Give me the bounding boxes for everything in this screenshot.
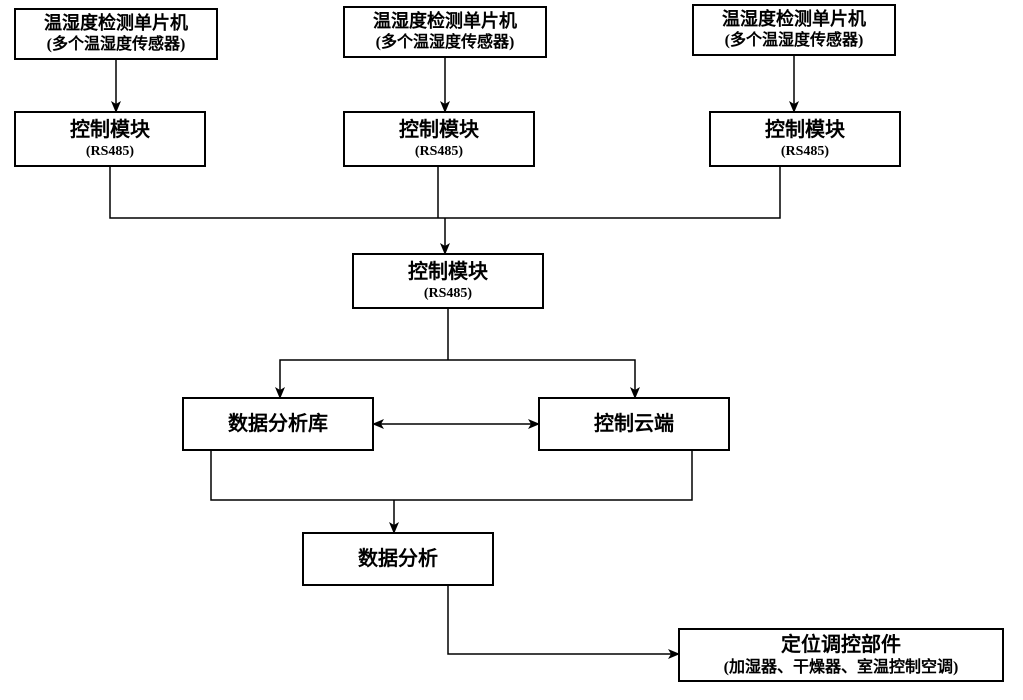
edges-layer: [0, 0, 1023, 700]
node-sensor1: 温湿度检测单片机(多个温湿度传感器): [14, 8, 218, 60]
node-title: 数据分析库: [228, 411, 328, 437]
node-ctrl2: 控制模块(RS485): [343, 111, 535, 167]
node-subtitle: (加湿器、干燥器、室温控制空调): [724, 658, 959, 679]
node-title: 定位调控部件: [781, 632, 901, 658]
edge-12: [394, 451, 692, 500]
edge-11: [211, 451, 394, 500]
node-subtitle: (RS485): [424, 285, 472, 303]
edge-9: [448, 360, 635, 397]
node-title: 控制模块: [399, 117, 479, 143]
node-title: 温湿度检测单片机: [44, 12, 188, 35]
node-subtitle: (多个温湿度传感器): [47, 35, 186, 56]
node-title: 温湿度检测单片机: [722, 8, 866, 31]
node-subtitle: (RS485): [781, 143, 829, 161]
node-ctrlMid: 控制模块(RS485): [352, 253, 544, 309]
node-title: 控制模块: [408, 259, 488, 285]
node-dataLib: 数据分析库: [182, 397, 374, 451]
node-ctrl1: 控制模块(RS485): [14, 111, 206, 167]
node-subtitle: (多个温湿度传感器): [376, 33, 515, 54]
node-subtitle: (RS485): [86, 143, 134, 161]
node-title: 数据分析: [358, 546, 438, 572]
node-analyze: 数据分析: [302, 532, 494, 586]
edge-8: [280, 360, 448, 397]
node-subtitle: (RS485): [415, 143, 463, 161]
node-ctrl3: 控制模块(RS485): [709, 111, 901, 167]
edge-4: [445, 167, 780, 218]
node-title: 温湿度检测单片机: [373, 10, 517, 33]
node-title: 控制模块: [70, 117, 150, 143]
node-device: 定位调控部件(加湿器、干燥器、室温控制空调): [678, 628, 1004, 682]
node-cloud: 控制云端: [538, 397, 730, 451]
node-title: 控制模块: [765, 117, 845, 143]
edge-3: [110, 167, 445, 218]
node-subtitle: (多个温湿度传感器): [725, 31, 864, 52]
node-sensor2: 温湿度检测单片机(多个温湿度传感器): [343, 6, 547, 58]
edge-14: [448, 586, 678, 654]
node-title: 控制云端: [594, 411, 674, 437]
flowchart-canvas: 温湿度检测单片机(多个温湿度传感器)温湿度检测单片机(多个温湿度传感器)温湿度检…: [0, 0, 1023, 700]
node-sensor3: 温湿度检测单片机(多个温湿度传感器): [692, 4, 896, 56]
